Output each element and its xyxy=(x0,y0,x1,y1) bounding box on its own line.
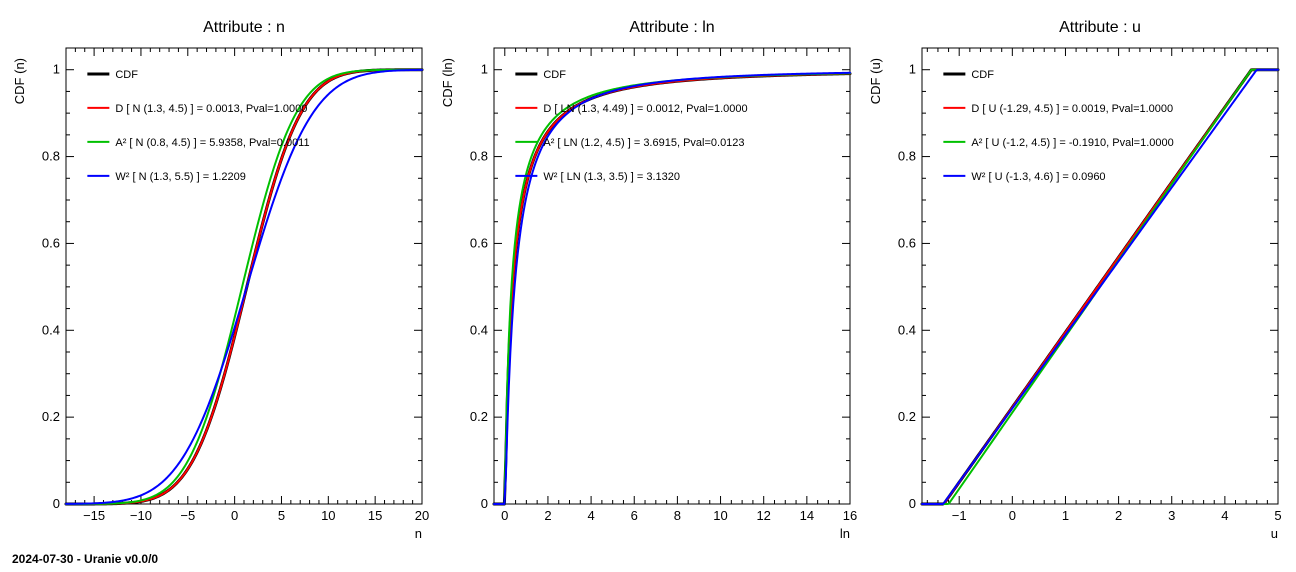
figure-container: { "footer": "2024-07-30 - Uranie v0.0/0"… xyxy=(0,0,1296,572)
legend-label: A² [ LN (1.2, 4.5) ] = 3.6915, Pval=0.01… xyxy=(543,137,744,149)
svg-text:20: 20 xyxy=(415,508,429,523)
footer-text: 2024-07-30 - Uranie v0.0/0 xyxy=(12,552,158,566)
svg-text:0.4: 0.4 xyxy=(42,322,60,337)
legend-label: D [ LN (1.3, 4.49) ] = 0.0012, Pval=1.00… xyxy=(543,103,747,115)
legend: CDF D [ U (-1.29, 4.5) ] = 0.0019, Pval=1… xyxy=(943,69,1173,183)
svg-text:1: 1 xyxy=(53,62,60,77)
svg-text:12: 12 xyxy=(756,508,770,523)
svg-text:0.4: 0.4 xyxy=(898,322,916,337)
svg-text:0.2: 0.2 xyxy=(898,409,916,424)
chart-title: Attribute : n xyxy=(203,19,285,36)
svg-text:0.4: 0.4 xyxy=(470,322,488,337)
svg-text:10: 10 xyxy=(321,508,335,523)
svg-text:2: 2 xyxy=(1115,508,1122,523)
x-axis-label: ln xyxy=(840,526,850,541)
svg-text:0.2: 0.2 xyxy=(470,409,488,424)
legend-label: CDF xyxy=(543,69,566,81)
y-axis-label: CDF (ln) xyxy=(440,58,455,107)
svg-text:5: 5 xyxy=(1274,508,1281,523)
svg-text:14: 14 xyxy=(800,508,814,523)
svg-text:0.8: 0.8 xyxy=(898,149,916,164)
svg-text:0.6: 0.6 xyxy=(898,235,916,250)
svg-text:−5: −5 xyxy=(180,508,195,523)
chart-panel: Attribute : ln CDF (ln) ln 0 2 4 6 8 10 12 14 16 0 0.… xyxy=(434,8,862,542)
svg-text:4: 4 xyxy=(587,508,594,523)
svg-text:8: 8 xyxy=(674,508,681,523)
svg-text:0.6: 0.6 xyxy=(42,235,60,250)
legend-label: W² [ N (1.3, 5.5) ] = 1.2209 xyxy=(115,171,246,183)
svg-text:−1: −1 xyxy=(952,508,967,523)
x-ticks: 0 2 4 6 8 10 12 14 16 xyxy=(494,48,857,523)
series-line xyxy=(922,70,1278,504)
svg-text:−15: −15 xyxy=(83,508,105,523)
svg-text:0: 0 xyxy=(53,496,60,511)
svg-text:6: 6 xyxy=(631,508,638,523)
svg-text:0: 0 xyxy=(501,508,508,523)
svg-text:−10: −10 xyxy=(130,508,152,523)
svg-text:15: 15 xyxy=(368,508,382,523)
series-line xyxy=(66,70,422,504)
y-axis-label: CDF (n) xyxy=(12,58,27,104)
axis-frame xyxy=(922,48,1278,504)
chart-panel: Attribute : uCDF (u)u−101234500.20.40.60… xyxy=(862,8,1290,542)
legend-label: CDF xyxy=(971,69,994,81)
y-ticks: 0 0.2 0.4 0.6 0.8 1 xyxy=(470,48,850,511)
svg-text:0: 0 xyxy=(909,496,916,511)
legend-label: W² [ LN (1.3, 3.5) ] = 3.1320 xyxy=(543,171,680,183)
svg-text:1: 1 xyxy=(1062,508,1069,523)
svg-text:1: 1 xyxy=(909,62,916,77)
series-line xyxy=(66,70,422,504)
legend-label: D [ U (-1.29, 4.5) ] = 0.0019, Pval=1.00… xyxy=(971,103,1173,115)
svg-text:0: 0 xyxy=(1009,508,1016,523)
svg-text:1: 1 xyxy=(481,62,488,77)
svg-text:0: 0 xyxy=(231,508,238,523)
legend-label: A² [ U (-1.2, 4.5) ] = -0.1910, Pval=1.0… xyxy=(971,137,1173,149)
svg-text:0.8: 0.8 xyxy=(42,149,60,164)
legend-label: A² [ N (0.8, 4.5) ] = 5.9358, Pval=0.001… xyxy=(115,137,309,149)
legend-label: D [ N (1.3, 4.5) ] = 0.0013, Pval=1.0000 xyxy=(115,103,307,115)
svg-text:5: 5 xyxy=(278,508,285,523)
svg-text:0.8: 0.8 xyxy=(470,149,488,164)
y-axis-label: CDF (u) xyxy=(868,58,883,104)
series-line xyxy=(66,70,422,504)
panels-row: Attribute : nCDF (n)n−15−10−50510152000.… xyxy=(0,0,1296,542)
chart-title: Attribute : ln xyxy=(629,19,714,36)
svg-text:16: 16 xyxy=(843,508,857,523)
svg-text:10: 10 xyxy=(713,508,727,523)
svg-text:0.2: 0.2 xyxy=(42,409,60,424)
x-axis-label: u xyxy=(1271,526,1278,541)
chart-title: Attribute : u xyxy=(1059,19,1141,36)
legend-label: CDF xyxy=(115,69,138,81)
svg-text:0.6: 0.6 xyxy=(470,235,488,250)
x-axis-label: n xyxy=(415,526,422,541)
axis-frame xyxy=(494,48,850,504)
y-ticks: 0 0.2 0.4 0.6 0.8 1 xyxy=(42,48,422,511)
svg-text:4: 4 xyxy=(1221,508,1228,523)
series-line xyxy=(66,70,422,504)
svg-text:3: 3 xyxy=(1168,508,1175,523)
legend-label: W² [ U (-1.3, 4.6) ] = 0.0960 xyxy=(971,171,1105,183)
chart-panel: Attribute : n CDF (n) n −15 −10 −5 0 5 10 15 20 0 0.… xyxy=(6,8,434,542)
svg-text:2: 2 xyxy=(544,508,551,523)
y-ticks: 0 0.2 0.4 0.6 0.8 1 xyxy=(898,48,1278,511)
legend: CDF D [ N (1.3, 4.5) ] = 0.0013, Pval=1.0… xyxy=(87,69,309,183)
svg-text:0: 0 xyxy=(481,496,488,511)
